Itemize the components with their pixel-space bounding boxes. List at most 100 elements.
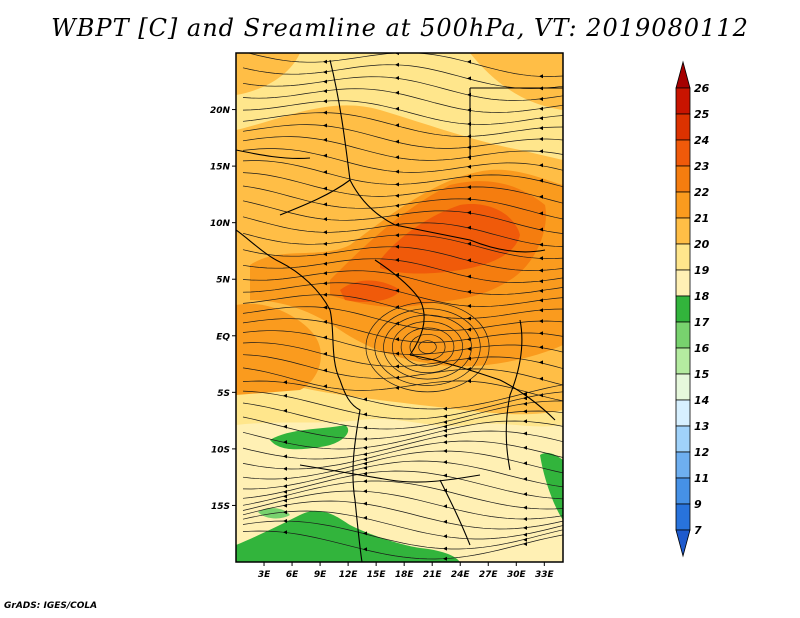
- streamline-arrow: [443, 473, 447, 478]
- colorbar-label: 16: [694, 342, 710, 355]
- streamline-arrow: [467, 379, 471, 384]
- lon-tick-label: 12E: [339, 570, 359, 580]
- streamline-arrow: [363, 461, 367, 466]
- longitude-axis: 3E 6E 9E 12E 15E 18E 21E 24E 27E 30E 33E: [258, 562, 554, 580]
- streamline-arrow: [283, 510, 287, 515]
- streamline-arrow: [323, 202, 327, 207]
- streamline: [242, 232, 563, 259]
- border-line: [409, 354, 556, 421]
- streamline-arrow: [443, 406, 447, 411]
- streamline-arrow: [363, 489, 367, 494]
- streamline-arrow: [323, 305, 327, 310]
- border-line: [279, 179, 351, 216]
- border-line: [236, 149, 311, 159]
- colorbar-swatch: [675, 451, 691, 479]
- streamline-arrow: [323, 261, 327, 266]
- streamline: [242, 136, 563, 161]
- streamline: [247, 53, 563, 77]
- streamline-arrow: [395, 155, 399, 160]
- streamline-arrow: [395, 321, 399, 326]
- streamline-arrow: [323, 252, 327, 257]
- streamline-arrow: [363, 425, 367, 430]
- streamline-arrow: [363, 437, 367, 441]
- vortex-ring: [400, 327, 455, 367]
- streamline: [242, 185, 563, 220]
- streamline: [242, 490, 563, 520]
- streamline-arrow: [467, 241, 471, 246]
- streamline-arrow: [523, 542, 527, 546]
- streamline-arrow: [323, 271, 327, 276]
- streamline-arrow: [363, 515, 367, 520]
- streamline-arrow: [467, 174, 471, 179]
- streamline: [242, 480, 563, 510]
- streamline-arrow: [363, 547, 367, 552]
- streamline-arrow: [523, 537, 527, 542]
- border-line: [236, 229, 363, 562]
- streamline-arrow: [443, 440, 447, 445]
- streamline-arrow: [363, 412, 367, 417]
- streamline-arrow: [395, 337, 399, 342]
- streamline-arrow: [539, 360, 543, 365]
- streamline-arrow: [323, 368, 327, 373]
- streamline-arrow: [443, 424, 447, 429]
- vortex-ring: [365, 301, 490, 393]
- colorbar-swatch: [675, 477, 691, 505]
- streamline-arrow: [539, 211, 543, 216]
- streamline-arrow: [323, 110, 327, 115]
- vortex-ring: [409, 333, 446, 361]
- streamline-arrow: [523, 419, 527, 424]
- colorbar-swatch: [675, 321, 691, 349]
- streamline-arrow: [539, 126, 543, 131]
- streamline-arrow: [523, 401, 527, 406]
- streamline-arrow: [467, 185, 471, 190]
- colorbar: 26 25 24 23 22 21 20 19 18 17 16 15 14 13 12 11 9 7: [675, 60, 710, 558]
- colorbar-swatch: [675, 399, 691, 427]
- streamline-arrow: [283, 519, 287, 523]
- vortex-ring: [391, 321, 464, 374]
- streamline-arrow: [395, 169, 399, 174]
- colorbar-swatch: [675, 139, 691, 167]
- streamline-arrow: [539, 163, 543, 168]
- streamline-arrow: [395, 213, 399, 218]
- streamline-arrow: [523, 396, 527, 401]
- colorbar-label: 24: [694, 134, 709, 147]
- colorbar-swatch: [675, 373, 691, 401]
- lon-tick-label: 3E: [258, 570, 271, 580]
- streamline-arrow: [323, 59, 327, 64]
- streamline: [242, 450, 563, 480]
- colorbar-label: 22: [694, 186, 710, 199]
- streamline-arrow: [363, 397, 367, 402]
- streamline-arrow: [539, 194, 543, 199]
- streamline: [242, 270, 563, 295]
- streamline-arrow: [323, 99, 327, 104]
- streamline-arrow: [395, 203, 399, 208]
- lon-tick-label: 18E: [395, 570, 415, 580]
- streamline: [242, 200, 563, 234]
- streamline-arrow: [539, 331, 543, 336]
- streamline: [242, 172, 563, 204]
- streamline-arrow: [323, 217, 327, 222]
- colorbar-label: 17: [694, 316, 710, 329]
- lon-tick-label: 24E: [451, 570, 471, 580]
- streamline: [242, 148, 563, 173]
- streamline-arrow: [443, 556, 447, 561]
- lat-tick-label: 5N: [216, 276, 230, 286]
- streamline-arrow: [467, 316, 471, 321]
- streamline: [242, 246, 563, 271]
- streamline-arrow: [395, 123, 399, 128]
- streamline-arrow: [539, 268, 543, 273]
- colorbar-swatch: [675, 529, 691, 558]
- streamline-arrow: [523, 517, 527, 521]
- streamline: [242, 342, 563, 369]
- streamline-arrow: [323, 170, 327, 175]
- streamline-arrow: [323, 89, 327, 94]
- streamline-arrow: [467, 225, 471, 230]
- streamline-arrow: [323, 241, 327, 246]
- lat-tick-label: 15N: [210, 163, 231, 173]
- streamline: [242, 470, 563, 500]
- streamline-arrow: [283, 476, 287, 481]
- streamline-arrow: [363, 457, 367, 462]
- streamline-arrow: [539, 97, 543, 101]
- streamline-arrow: [395, 106, 399, 111]
